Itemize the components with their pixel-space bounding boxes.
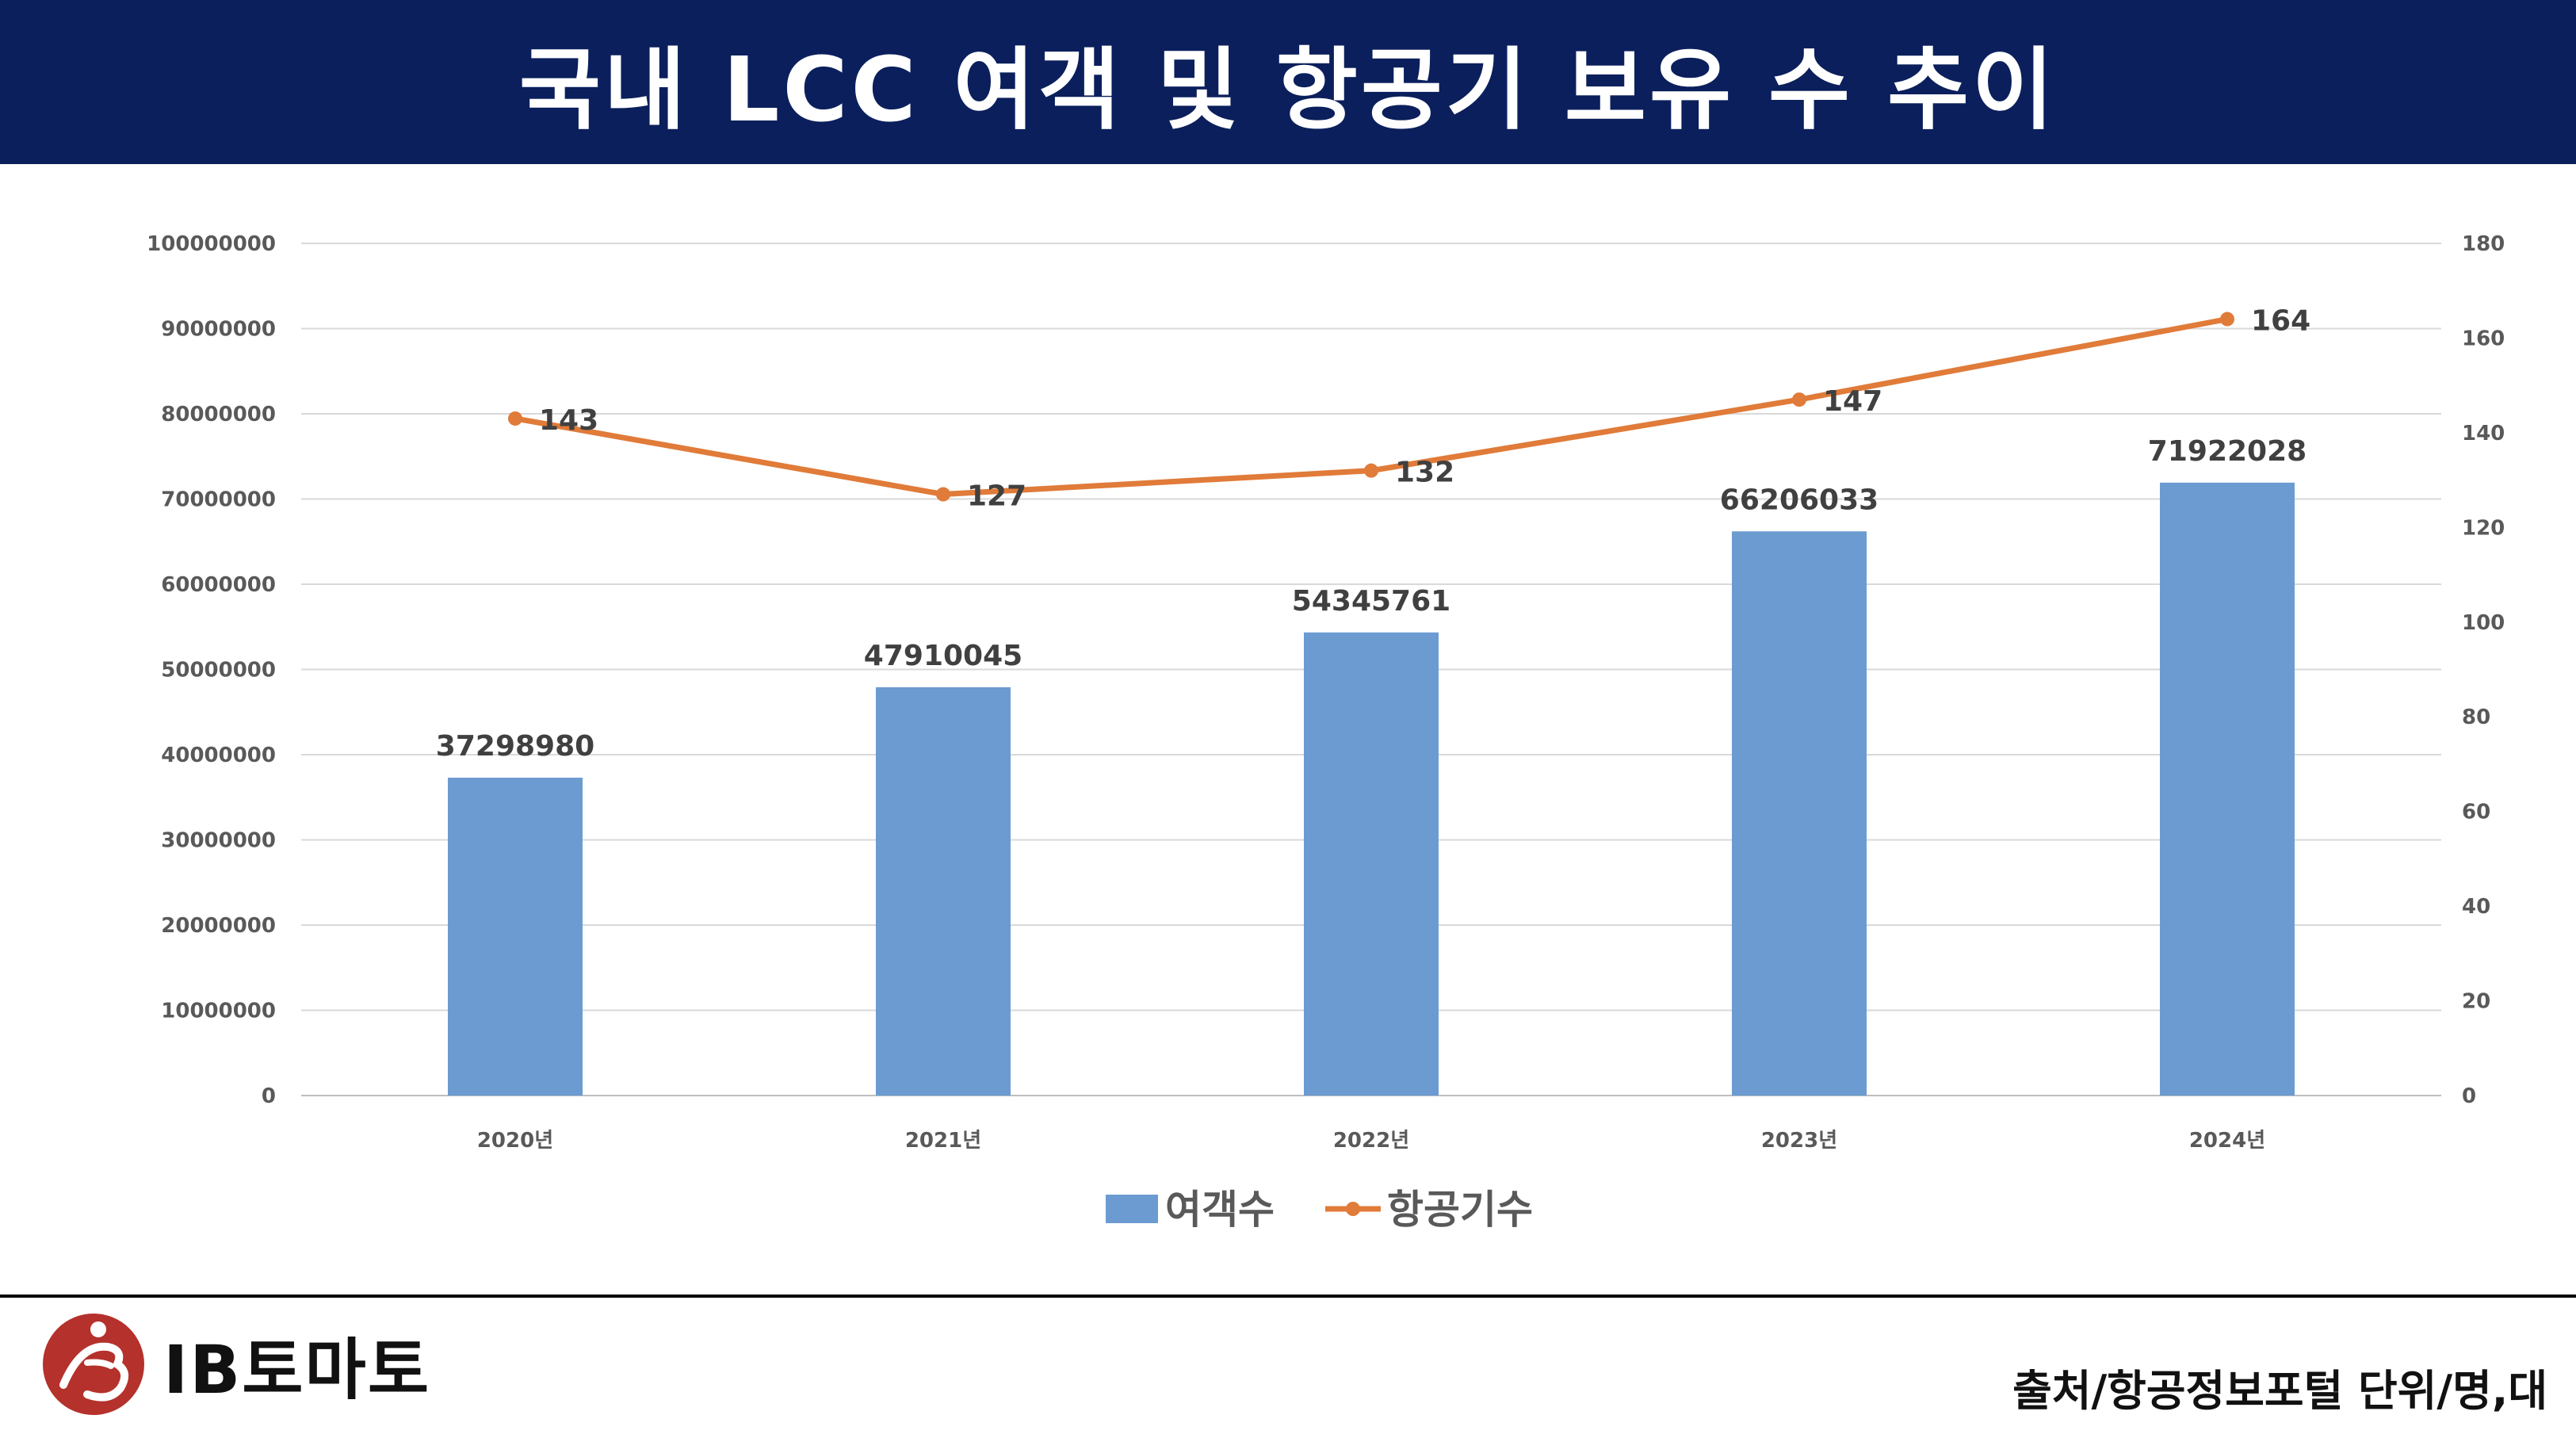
title-banner: 국내 LCC 여객 및 항공기 보유 수 추이 (0, 0, 2576, 164)
y-axis-left: 0 10000000 20000000 30000000 40000000 5000000… (147, 232, 276, 1108)
y-left-tick-label: 40000000 (161, 744, 276, 767)
y-left-tick-label: 20000000 (161, 914, 276, 938)
bar-data-label: 71922028 (2148, 435, 2307, 468)
y-right-tick-label: 160 (2462, 327, 2505, 350)
x-tick-label: 2021년 (905, 1129, 981, 1153)
legend-label-aircraft: 항공기수 (1387, 1187, 1533, 1233)
y-right-tick-label: 140 (2462, 422, 2505, 446)
line-data-label: 147 (1823, 385, 1882, 418)
line-point (2220, 312, 2234, 327)
x-tick-label: 2022년 (1333, 1129, 1409, 1153)
footer-divider (0, 1295, 2576, 1298)
y-left-tick-label: 10000000 (161, 1000, 276, 1023)
y-right-tick-label: 40 (2462, 895, 2490, 919)
page-title: 국내 LCC 여객 및 항공기 보유 수 추이 (518, 38, 2058, 142)
bar-2022년 (1304, 632, 1439, 1096)
legend-bar-swatch (1106, 1195, 1158, 1223)
y-right-tick-label: 20 (2462, 990, 2490, 1014)
line-point (1792, 392, 1806, 407)
line-series: 143 127 132 147 164 (508, 305, 2310, 513)
y-left-tick-label: 80000000 (161, 403, 276, 426)
bar-series: 37298980 47910045 54345761 66206033 71922028 (436, 435, 2307, 1096)
y-right-tick-label: 80 (2462, 706, 2490, 729)
line-point (936, 487, 950, 502)
line-data-label: 143 (539, 404, 598, 437)
chart-area: 0 10000000 20000000 30000000 40000000 5000000… (147, 232, 2505, 1233)
line-data-label: 132 (1395, 457, 1454, 489)
bar-data-label: 37298980 (436, 730, 594, 763)
y-right-tick-label: 0 (2462, 1084, 2476, 1108)
y-left-tick-label: 50000000 (161, 659, 276, 683)
tomato-logo-icon (43, 1314, 144, 1415)
line-point (1364, 463, 1378, 478)
y-left-tick-label: 60000000 (161, 573, 276, 597)
logo-text: IB토마토 (163, 1330, 431, 1409)
y-left-tick-label: 0 (262, 1084, 276, 1108)
y-right-tick-label: 120 (2462, 516, 2505, 540)
brand-logo: IB토마토 (41, 1312, 430, 1417)
x-tick-label: 2023년 (1761, 1129, 1837, 1153)
y-right-tick-label: 100 (2462, 611, 2505, 635)
legend: 여객수 항공기수 (1106, 1187, 1533, 1233)
y-left-tick-label: 90000000 (161, 318, 276, 342)
line-data-label: 127 (967, 480, 1026, 513)
bar-data-label: 66206033 (1720, 484, 1878, 516)
x-tick-label: 2020년 (477, 1129, 553, 1153)
source-note: 출처/항공정보포털 단위/명,대 (2012, 1366, 2547, 1416)
legend-line-marker (1346, 1202, 1360, 1216)
x-tick-label: 2024년 (2189, 1129, 2265, 1153)
x-axis: 2020년 2021년 2022년 2023년 2024년 (477, 1129, 2265, 1153)
y-axis-right: 0 20 40 60 80 100 120 140 160 180 (2462, 232, 2505, 1108)
line-data-label: 164 (2251, 305, 2310, 338)
bar-data-label: 54345761 (1292, 585, 1450, 618)
bar-data-label: 47910045 (864, 640, 1022, 672)
bar-2020년 (448, 778, 583, 1096)
bar-2021년 (876, 686, 1011, 1096)
y-right-tick-label: 60 (2462, 801, 2490, 824)
y-left-tick-label: 100000000 (147, 232, 276, 256)
y-left-tick-label: 70000000 (161, 488, 276, 512)
y-left-tick-label: 30000000 (161, 829, 276, 853)
legend-label-passengers: 여객수 (1165, 1187, 1275, 1233)
line-point (508, 411, 522, 426)
y-right-tick-label: 180 (2462, 232, 2505, 256)
bar-2024년 (2160, 482, 2295, 1096)
bar-2023년 (1732, 531, 1867, 1096)
